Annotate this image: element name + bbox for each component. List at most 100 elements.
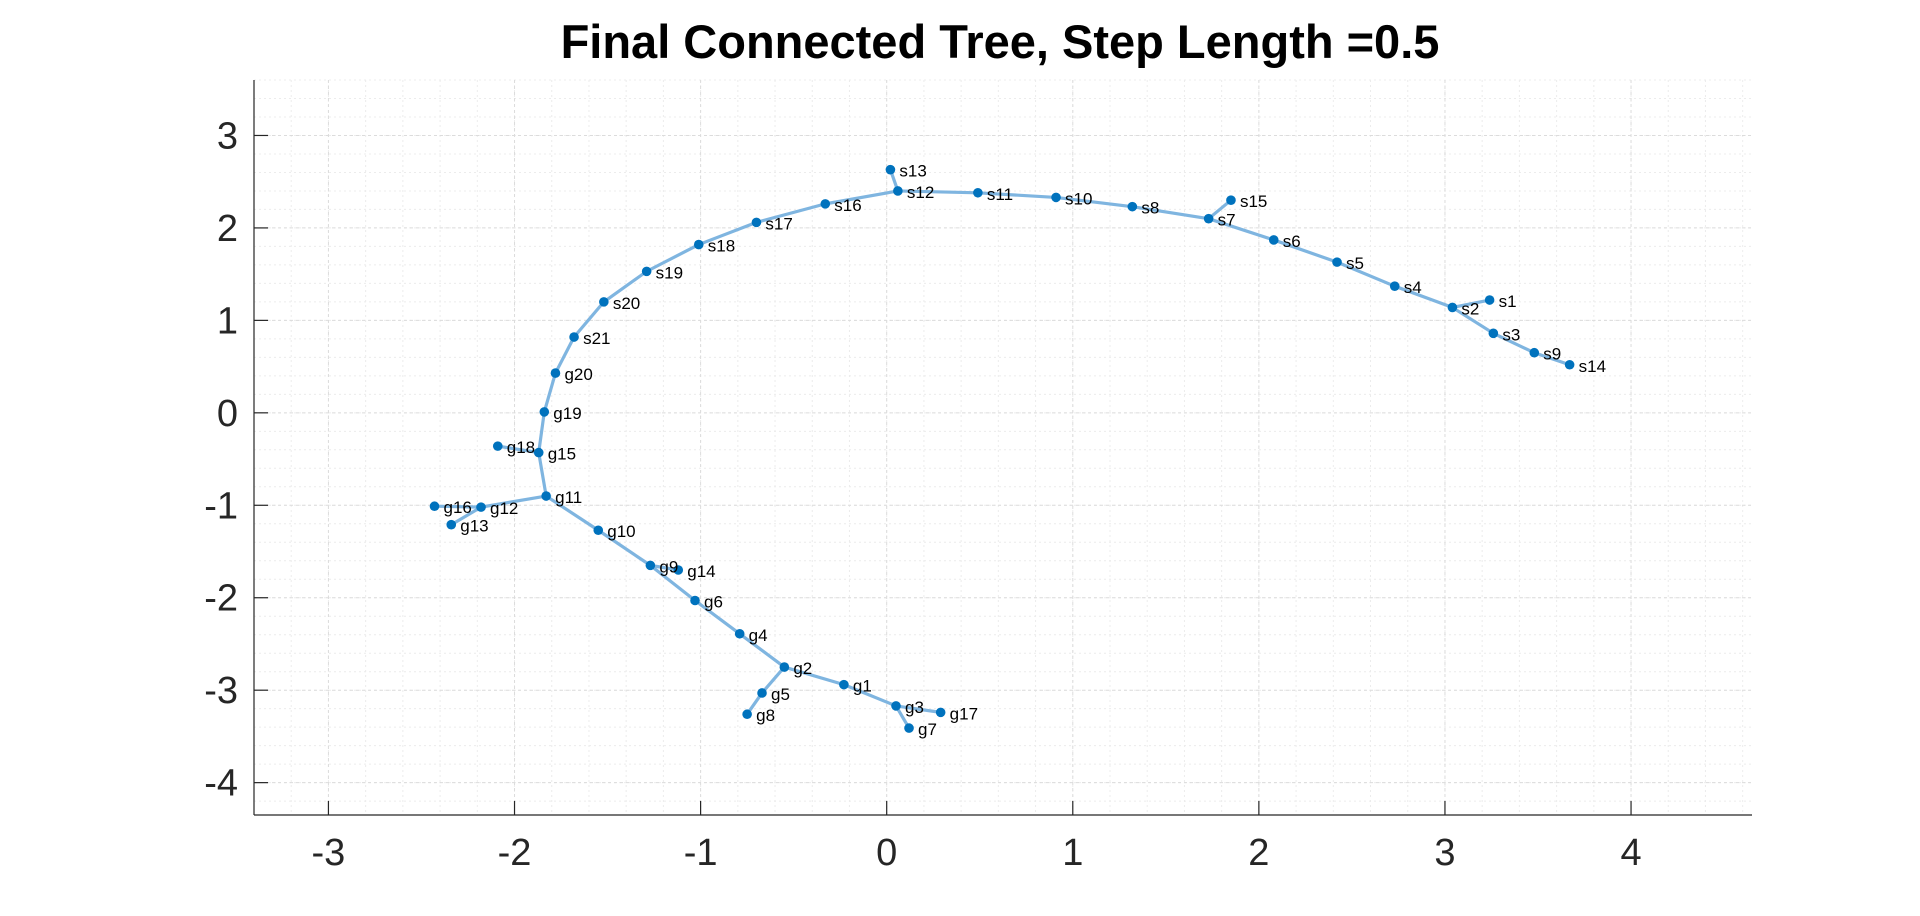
tree-node [751,217,762,228]
tree-edge [842,683,898,708]
tree-node [569,332,579,342]
tree-edge [1450,298,1492,310]
node-label: g4 [749,626,768,645]
node-label: s2 [1461,299,1479,318]
node-layer [429,164,1575,733]
tree-edge [602,269,649,304]
x-tick-label: -2 [498,832,532,874]
node-label: g2 [793,659,812,678]
node-label: g9 [659,557,678,576]
tree-edge [896,189,980,195]
y-tick-label: 2 [217,208,238,250]
y-tick-label: -4 [204,763,238,805]
node-label: s12 [907,183,934,202]
node-label: g11 [555,488,582,507]
node-label: g10 [607,522,635,541]
node-label: s1 [1499,292,1517,311]
tree-edge [432,504,483,509]
tree-node [599,297,609,307]
tree-node [492,441,503,451]
tree-edge [1532,351,1572,367]
node-label: s6 [1283,232,1301,251]
x-tick-label: -3 [312,832,346,874]
tree-node [1389,281,1400,291]
x-tick-label: 2 [1248,832,1269,874]
tree-edge [544,494,600,532]
tree-node [641,266,652,277]
tree-edge [496,444,541,455]
x-tick-label: 4 [1620,832,1641,874]
y-tick-label: 3 [217,115,238,157]
node-label: s14 [1579,357,1606,376]
tree-edge [479,494,548,509]
node-label: s7 [1218,211,1236,230]
chart-title: Final Connected Tree, Step Length =0.5 [561,15,1440,68]
node-label: s17 [765,214,792,233]
node-label: s8 [1141,199,1159,218]
tree-edge [537,410,546,455]
tree-edge [449,505,483,527]
tree-node [1488,328,1499,339]
tree-node [1564,359,1575,370]
tree-edge [976,191,1058,200]
tree-node [593,525,604,536]
tree-node [645,560,656,571]
tree-node [893,186,903,196]
tree-edge [1207,217,1276,242]
tree-edge [1450,305,1495,335]
y-tick-label: -3 [204,670,238,712]
node-label: g12 [490,499,518,518]
node-label: g17 [950,704,978,723]
tree-edge [1207,198,1233,221]
tree-node [1447,302,1458,313]
node-label: s16 [834,196,861,215]
tree-edge [542,371,558,414]
tree-node [742,709,752,720]
tree-node [973,187,983,198]
tree-node [757,688,767,698]
tree-node [1484,295,1495,305]
node-label: g7 [918,720,937,739]
tree-node [1127,201,1138,212]
tree-node [1226,195,1236,205]
tree-edge [553,335,576,375]
node-label: g13 [460,517,488,536]
y-tick-label: 0 [217,393,238,435]
tree-edge [823,189,900,206]
node-label: g5 [771,685,790,704]
node-label: g19 [553,404,581,423]
node-label: g6 [704,593,723,612]
tree-edge [782,665,846,687]
tree-edge [754,202,827,224]
tree-node [779,662,790,672]
x-tick-label: 1 [1062,832,1083,874]
tree-node [1332,257,1342,267]
edge-layer [432,168,1572,730]
tree-node [885,164,896,175]
node-label: s11 [987,185,1013,204]
tree-node [904,723,914,733]
tree-edge [697,220,759,247]
tree-node [1268,235,1279,245]
node-label: g3 [905,698,924,717]
node-label: s10 [1065,189,1092,208]
tree-edge [894,704,943,714]
tree-node [891,701,901,711]
tree-edge [1335,260,1397,288]
tree-edge [1130,205,1211,221]
node-label: s3 [1502,325,1520,344]
node-label: g14 [687,562,715,581]
tree-node [839,679,849,690]
node-label-layer: s1 s2 s3 s4 s5 s6 s7 s8 s9 s10 s11 s12 s13 s14 s15 s16 s… [444,162,1607,739]
tree-node [476,502,486,512]
tree-node [820,199,831,209]
tree-edge [537,450,548,498]
node-label: s19 [656,263,683,282]
y-tick-label: 1 [217,300,238,342]
node-label: g18 [507,438,535,457]
tree-edge [596,528,652,567]
tree-node [1203,213,1214,224]
tree-edge [572,300,606,339]
